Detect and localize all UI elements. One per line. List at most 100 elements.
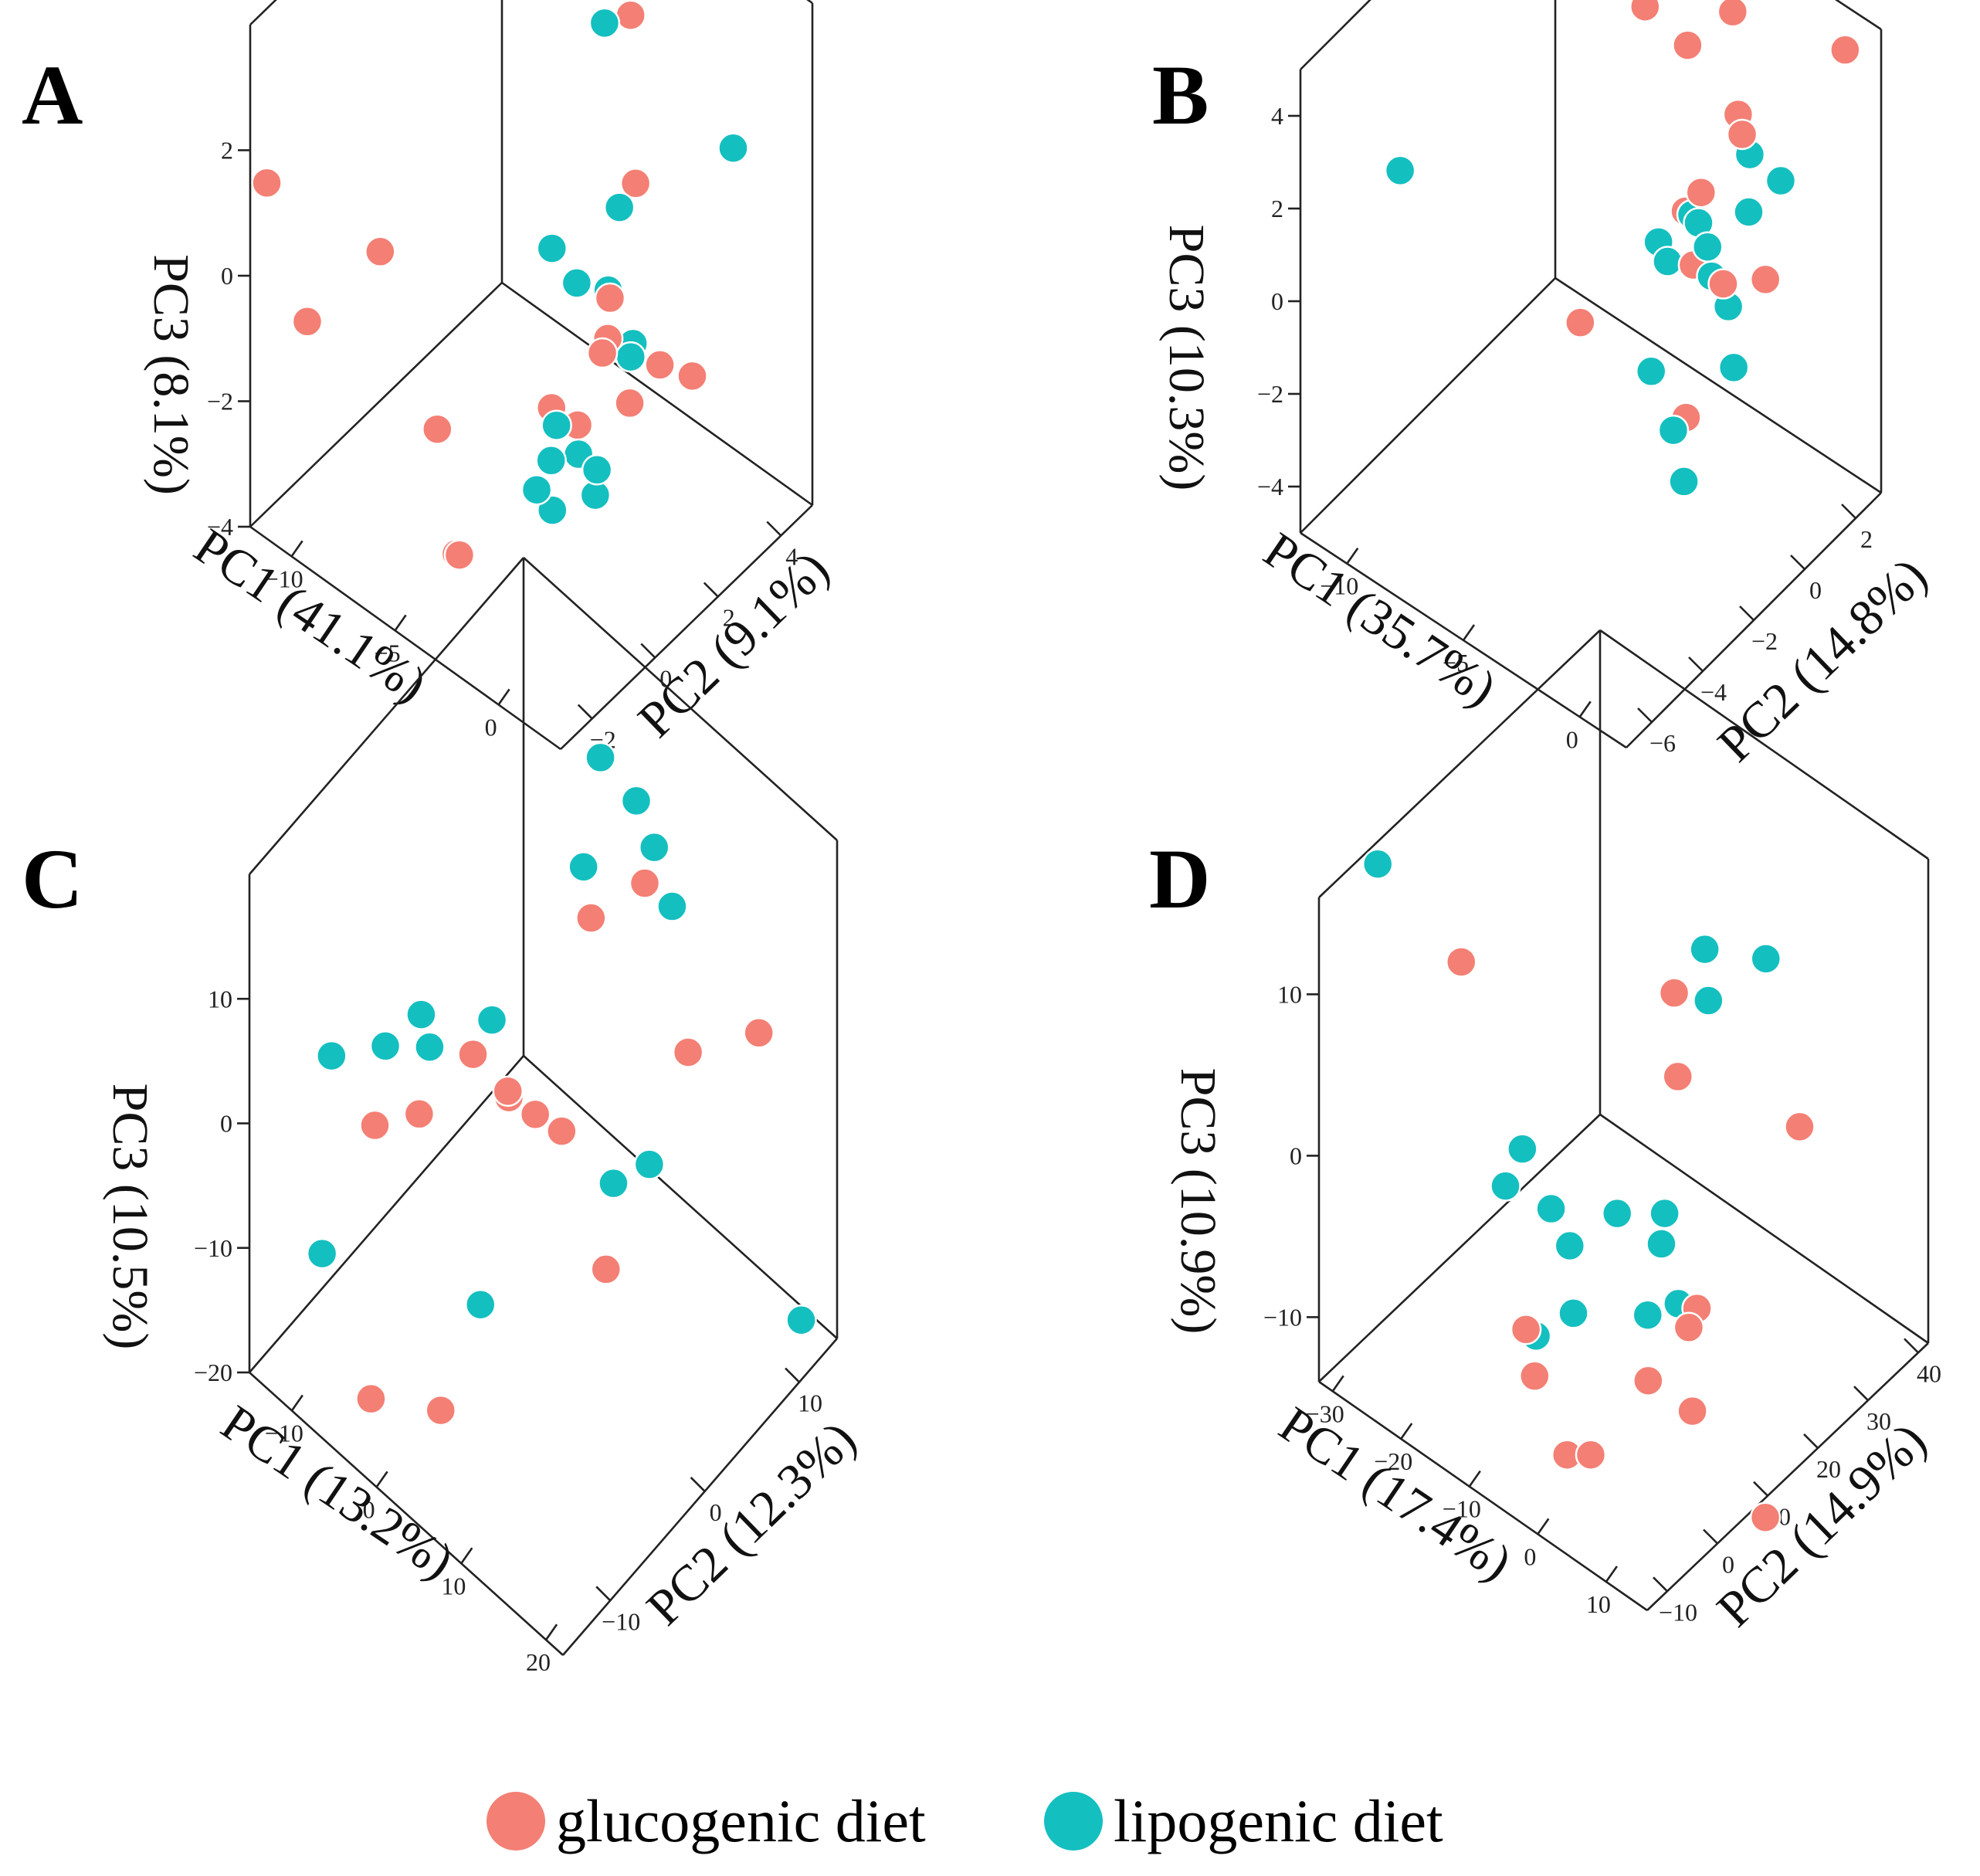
glucogenic-point <box>492 1075 524 1108</box>
y-tick-mark <box>577 704 593 720</box>
lipogenic-point <box>1635 355 1667 388</box>
z-axis-title: PC3 (10.9%) <box>1170 1068 1226 1335</box>
y-axis-title: PC2 (9.1%) <box>628 541 840 748</box>
glucogenic-point <box>422 413 453 445</box>
lipogenic-point <box>785 1304 817 1336</box>
glucogenic-point <box>1677 1395 1708 1427</box>
frame-edge <box>523 557 838 841</box>
lipogenic-point <box>1733 196 1765 228</box>
frame-edge <box>249 1372 564 1656</box>
z-tick-label: 0 <box>1290 1142 1302 1169</box>
legend-label-glucogenic: glucogenic diet <box>556 1787 926 1854</box>
x-tick-label: −10 <box>1443 1495 1481 1523</box>
y-tick-label: −2 <box>1751 627 1778 655</box>
x-tick-label: −10 <box>265 1419 303 1447</box>
x-tick-label: 0 <box>1566 725 1578 753</box>
glucogenic-point <box>676 360 708 392</box>
lipogenic-point <box>535 445 567 477</box>
glucogenic-point <box>615 0 646 31</box>
x-tick-label: 0 <box>485 713 497 741</box>
x-axis-title: PC1 (41.1%) <box>185 518 437 714</box>
glucogenic-point <box>1829 34 1861 66</box>
z-tick-label: −2 <box>207 388 233 416</box>
z-tick-label: 4 <box>1271 102 1283 130</box>
z-tick-label: 0 <box>221 262 233 290</box>
frame-edge <box>523 1055 838 1339</box>
y-tick-label: 0 <box>659 665 672 693</box>
glucogenic-point <box>1629 0 1661 22</box>
glucogenic-point <box>291 306 324 338</box>
glucogenic-point <box>1519 1360 1551 1392</box>
y-tick-mark <box>1637 707 1653 723</box>
glucogenic-point <box>1726 118 1758 151</box>
glucogenic-point <box>1685 176 1717 209</box>
lipogenic-point <box>581 454 613 486</box>
scatter-points <box>1361 848 1816 1534</box>
y-tick-mark <box>1739 606 1755 621</box>
y-tick-mark <box>640 643 656 659</box>
lipogenic-point <box>1750 943 1782 975</box>
x-tick-mark <box>290 540 303 558</box>
lipogenic-point <box>414 1031 446 1064</box>
glucogenic-point <box>1575 1439 1607 1471</box>
x-tick-label: −5 <box>375 639 401 667</box>
frame-edge <box>1300 0 1371 70</box>
glucogenic-point <box>614 387 646 419</box>
frame-edge <box>249 0 277 25</box>
x-tick-mark <box>1331 1375 1344 1393</box>
z-tick-label: −4 <box>207 513 233 541</box>
x-tick-label: −10 <box>265 565 303 592</box>
x-tick-mark <box>1537 1518 1550 1535</box>
lipogenic-point <box>1652 246 1683 277</box>
lipogenic-point <box>536 232 568 264</box>
frame-edge <box>1599 629 1929 860</box>
z-axis-title: PC3 (10.5%) <box>102 1084 158 1350</box>
glucogenic-point <box>629 867 661 899</box>
axis-ticks: −10 −5 0 −6 −4 −2 0 2 −4 −2 0 2 4 <box>1257 102 1873 757</box>
glucogenic-point <box>1749 263 1782 296</box>
frame-edge <box>1318 629 1601 898</box>
scatter-points <box>306 741 817 1427</box>
z-axis-title: PC3 (10.3%) <box>1158 225 1215 491</box>
lipogenic-point <box>541 409 572 441</box>
x-tick-mark <box>375 1471 388 1488</box>
x-tick-label: 20 <box>526 1648 551 1676</box>
glucogenic-point <box>546 1115 578 1147</box>
lipogenic-point <box>1668 466 1700 497</box>
glucogenic-point <box>1662 1060 1694 1093</box>
x-tick-mark <box>1346 547 1359 565</box>
x-tick-label: −20 <box>1374 1447 1412 1475</box>
frame-edge <box>1646 1342 1929 1611</box>
x-tick-mark <box>1578 701 1592 718</box>
lipogenic-point <box>306 1237 338 1270</box>
z-axis-title: PC3 (8.1%) <box>143 254 199 495</box>
y-tick-label: 10 <box>798 1389 822 1417</box>
lipogenic-point <box>717 132 749 164</box>
frame-edge <box>1318 1114 1601 1382</box>
frame-edge <box>249 525 561 751</box>
glucogenic-point <box>457 1038 489 1070</box>
frame-edge <box>806 0 813 5</box>
legend-label-lipogenic: lipogenic diet <box>1114 1787 1443 1854</box>
y-tick-label: 20 <box>1816 1455 1841 1483</box>
z-tick-label: −10 <box>1263 1303 1302 1331</box>
x-tick-mark <box>1605 1566 1618 1583</box>
lipogenic-point <box>369 1030 402 1062</box>
frame-edge <box>1318 1380 1648 1612</box>
y-tick-mark <box>1853 1386 1869 1402</box>
y-tick-mark <box>595 1586 612 1602</box>
lipogenic-point <box>603 192 636 223</box>
lipogenic-point <box>568 851 599 883</box>
legend-marker-glucogenic <box>487 1792 545 1851</box>
x-tick-label: 10 <box>1586 1590 1611 1618</box>
y-tick-mark <box>1703 1528 1718 1545</box>
x-tick-label: −10 <box>1320 572 1358 600</box>
panel-letter-c: C <box>22 832 83 926</box>
x-tick-mark <box>1462 624 1476 641</box>
lipogenic-point <box>520 473 553 506</box>
y-tick-mark <box>766 521 782 537</box>
